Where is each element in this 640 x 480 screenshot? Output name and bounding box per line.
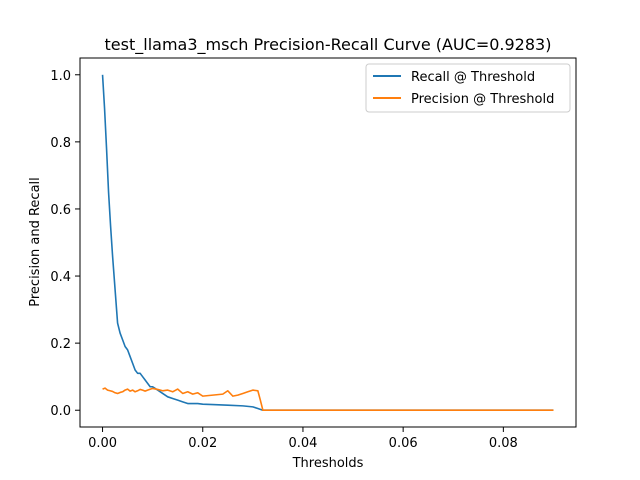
x-tick-label: 0.00 [88,436,117,451]
precision-line [102,387,554,412]
legend: Recall @ Threshold Precision @ Threshold [365,63,571,113]
axes-frame [79,57,577,428]
y-axis: 0.0 0.2 0.4 0.6 0.8 1.0 [50,69,80,419]
x-tick-label: 0.04 [288,436,317,451]
y-tick-label: 0.6 [50,203,71,218]
x-axis-label: Thresholds [292,456,364,471]
y-tick-label: 0.2 [50,337,71,352]
x-tick-label: 0.02 [188,436,217,451]
x-axis: 0.00 0.02 0.04 0.06 0.08 [88,427,518,451]
x-tick-label: 0.08 [489,436,518,451]
y-tick-label: 0.4 [50,270,71,285]
plot-area [79,57,577,428]
legend-label-recall: Recall @ Threshold [411,70,535,85]
legend-label-precision: Precision @ Threshold [411,92,554,107]
chart-title: test_llama3_msch Precision-Recall Curve … [105,35,552,55]
series-layer [101,74,554,412]
y-tick-label: 0.8 [50,136,71,151]
legend-box [365,63,571,113]
axes-background [80,58,576,427]
y-tick-label: 0.0 [50,404,71,419]
recall-line [101,74,554,412]
y-axis-label: Precision and Recall [28,177,43,307]
y-tick-label: 1.0 [50,69,71,84]
x-tick-label: 0.06 [389,436,418,451]
